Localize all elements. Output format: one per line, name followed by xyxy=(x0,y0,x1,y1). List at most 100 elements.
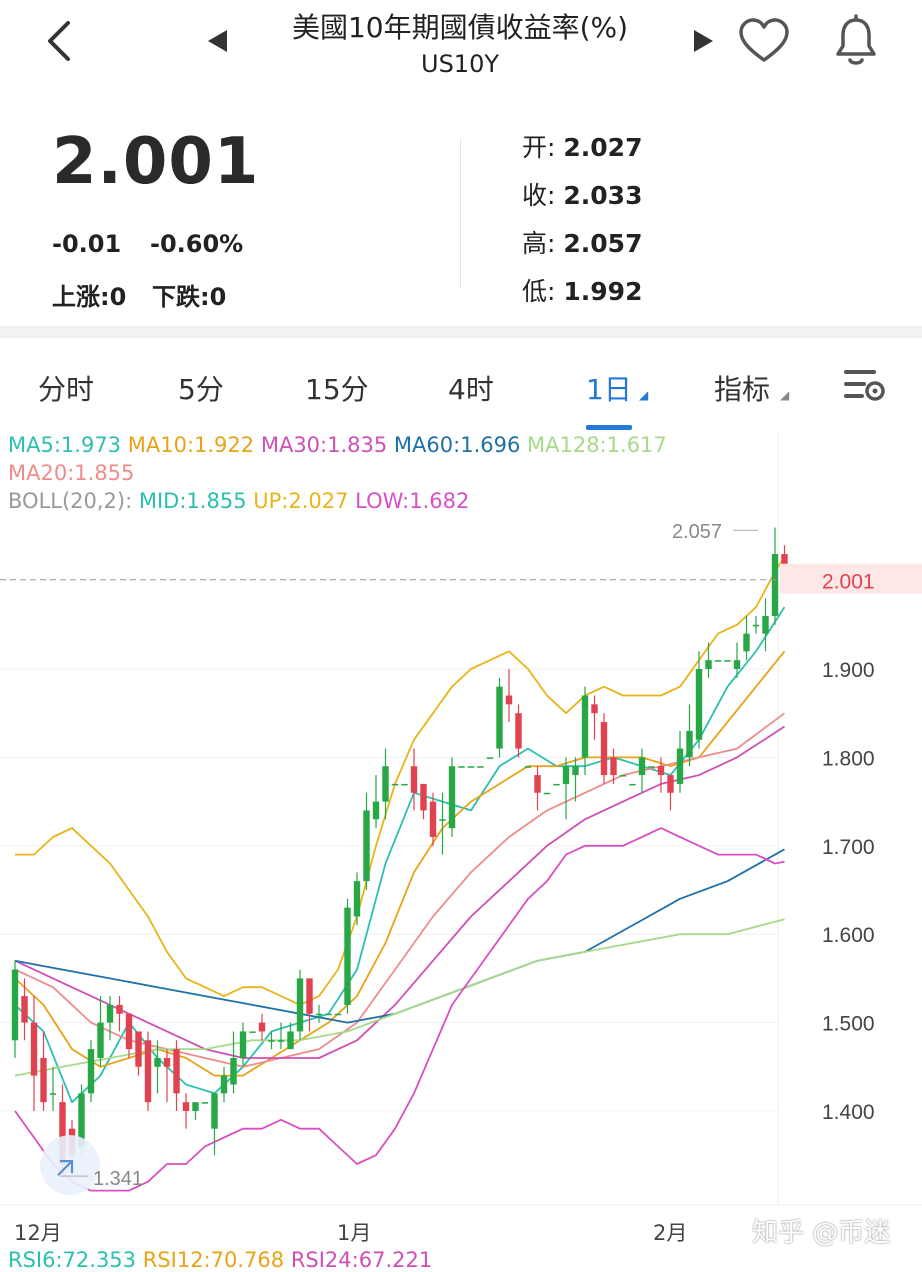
candle-body xyxy=(182,1102,190,1111)
candle-body xyxy=(21,996,28,1023)
header-bar: 美國10年期國債收益率(%) US10Y xyxy=(0,0,922,95)
candle-body xyxy=(154,1057,161,1067)
expand-icon xyxy=(57,1160,74,1176)
candle-body xyxy=(486,757,494,759)
ma-legend-row: MA5:1.973 MA10:1.922 MA30:1.835 MA60:1.6… xyxy=(8,433,667,457)
bell-icon[interactable] xyxy=(830,14,882,68)
kline-chart[interactable]: 1.400 1.500 1.600 1.700 1.800 1.900 12月 1月 2月 2.… xyxy=(0,430,922,1248)
candle-body xyxy=(391,783,399,786)
y-tick-label: 1.400 xyxy=(822,1101,875,1124)
close-row: 收: 2.033 xyxy=(522,176,642,212)
candle-body xyxy=(705,660,712,669)
candle-body xyxy=(591,704,598,714)
candle-body xyxy=(287,1031,294,1050)
tab-5min[interactable]: 5分 xyxy=(178,373,224,406)
last-price: 2.001 xyxy=(52,125,260,199)
y-tick-label: 1.900 xyxy=(822,659,875,682)
tab-timeshare[interactable]: 分时 xyxy=(38,373,95,406)
candle-body xyxy=(600,722,608,776)
y-tick-label: 1.800 xyxy=(822,747,875,770)
candle-body xyxy=(382,766,389,802)
candle-body xyxy=(353,881,361,917)
candle-body xyxy=(448,766,456,829)
legend-boll: BOLL(20,2): xyxy=(8,489,133,513)
settings-lines-icon[interactable] xyxy=(844,366,888,404)
candle-body xyxy=(743,633,750,652)
close-label: 收: xyxy=(522,181,556,210)
candle-body xyxy=(496,686,503,749)
y-tick-label: 1.600 xyxy=(822,924,875,947)
candle-body xyxy=(581,695,589,758)
low-value: 1.992 xyxy=(563,277,643,306)
candle-body xyxy=(401,783,408,786)
legend-rsi6: RSI6:72.353 xyxy=(8,1248,137,1272)
legend-rsi12: RSI12:70.768 xyxy=(142,1248,285,1272)
candle-body xyxy=(49,1093,57,1095)
candle-body xyxy=(752,624,760,627)
legend-ma5: MA5:1.973 xyxy=(8,433,122,457)
legend-ma10: MA10:1.922 xyxy=(127,433,255,457)
candle-body xyxy=(344,907,351,1005)
candle-body xyxy=(97,1022,104,1058)
candle-body xyxy=(762,615,769,634)
back-arrow-icon[interactable] xyxy=(40,18,80,64)
candle-body xyxy=(676,748,684,784)
next-triangle-icon[interactable] xyxy=(692,28,716,54)
prev-triangle-icon[interactable] xyxy=(205,28,229,54)
page-title: 美國10年期國債收益率(%) xyxy=(291,11,629,44)
tab-15min[interactable]: 15分 xyxy=(305,373,369,406)
candle-body xyxy=(648,766,655,768)
candle-body xyxy=(543,792,551,795)
candle-body xyxy=(714,660,722,662)
candle-body xyxy=(505,695,513,705)
legend-boll-mid: MID:1.855 xyxy=(138,489,247,513)
series-line-up xyxy=(15,556,786,1006)
candle-body xyxy=(211,1093,218,1129)
last-price-tag xyxy=(780,563,922,594)
tab-4hour[interactable]: 4时 xyxy=(448,373,494,406)
candle-body xyxy=(230,1057,237,1085)
candle-body xyxy=(562,766,570,784)
candle-body xyxy=(372,801,380,820)
tab-1day[interactable]: 1日 xyxy=(586,373,632,406)
boll-legend-row: BOLL(20,2): MID:1.855 UP:2.027 LOW:1.682 xyxy=(8,489,469,513)
candle-body xyxy=(410,766,418,793)
series-line-ma128 xyxy=(14,918,785,1077)
close-value: 2.033 xyxy=(563,181,643,210)
candle-body xyxy=(733,660,741,669)
candle-body xyxy=(657,766,665,776)
fall-count: 下跌:0 xyxy=(152,283,227,311)
candle-body xyxy=(125,1013,133,1050)
min-value-label: 1.341 xyxy=(93,1168,143,1190)
legend-ma128: MA128:1.617 xyxy=(527,433,667,457)
candle-body xyxy=(192,1102,199,1111)
low-row: 低: 1.992 xyxy=(522,272,642,308)
candle-body xyxy=(78,1093,85,1147)
section-divider xyxy=(0,326,922,338)
candle-body xyxy=(163,1057,171,1067)
high-row: 高: 2.057 xyxy=(522,224,642,260)
open-value: 2.027 xyxy=(563,133,643,162)
low-label: 低: xyxy=(522,277,556,306)
series-line-ma10 xyxy=(14,650,786,1077)
high-value: 2.057 xyxy=(563,229,643,258)
candle-body xyxy=(477,766,484,768)
candle-body xyxy=(334,1013,342,1016)
candle-body xyxy=(439,819,446,821)
high-label: 高: xyxy=(522,229,556,258)
candle-body xyxy=(239,1031,247,1058)
tab-indicators[interactable]: 指标 xyxy=(714,373,771,406)
price-change: -0.01 xyxy=(52,230,122,258)
candle-body xyxy=(220,1075,228,1094)
legend-ma30: MA30:1.835 xyxy=(260,433,388,457)
watermark: 知乎 @币迷 xyxy=(752,1218,891,1248)
x-tick-label: 1月 xyxy=(337,1221,371,1245)
legend-boll-up: UP:2.027 xyxy=(253,489,349,513)
candle-body xyxy=(325,1013,332,1016)
open-label: 开: xyxy=(522,133,556,162)
active-tab-indicator xyxy=(586,425,632,430)
candle-body xyxy=(315,1013,323,1016)
candle-body xyxy=(467,766,475,768)
rsi-legend-row: RSI6:72.353 RSI12:70.768 RSI24:67.221 xyxy=(8,1248,432,1272)
heart-icon[interactable] xyxy=(737,16,791,66)
